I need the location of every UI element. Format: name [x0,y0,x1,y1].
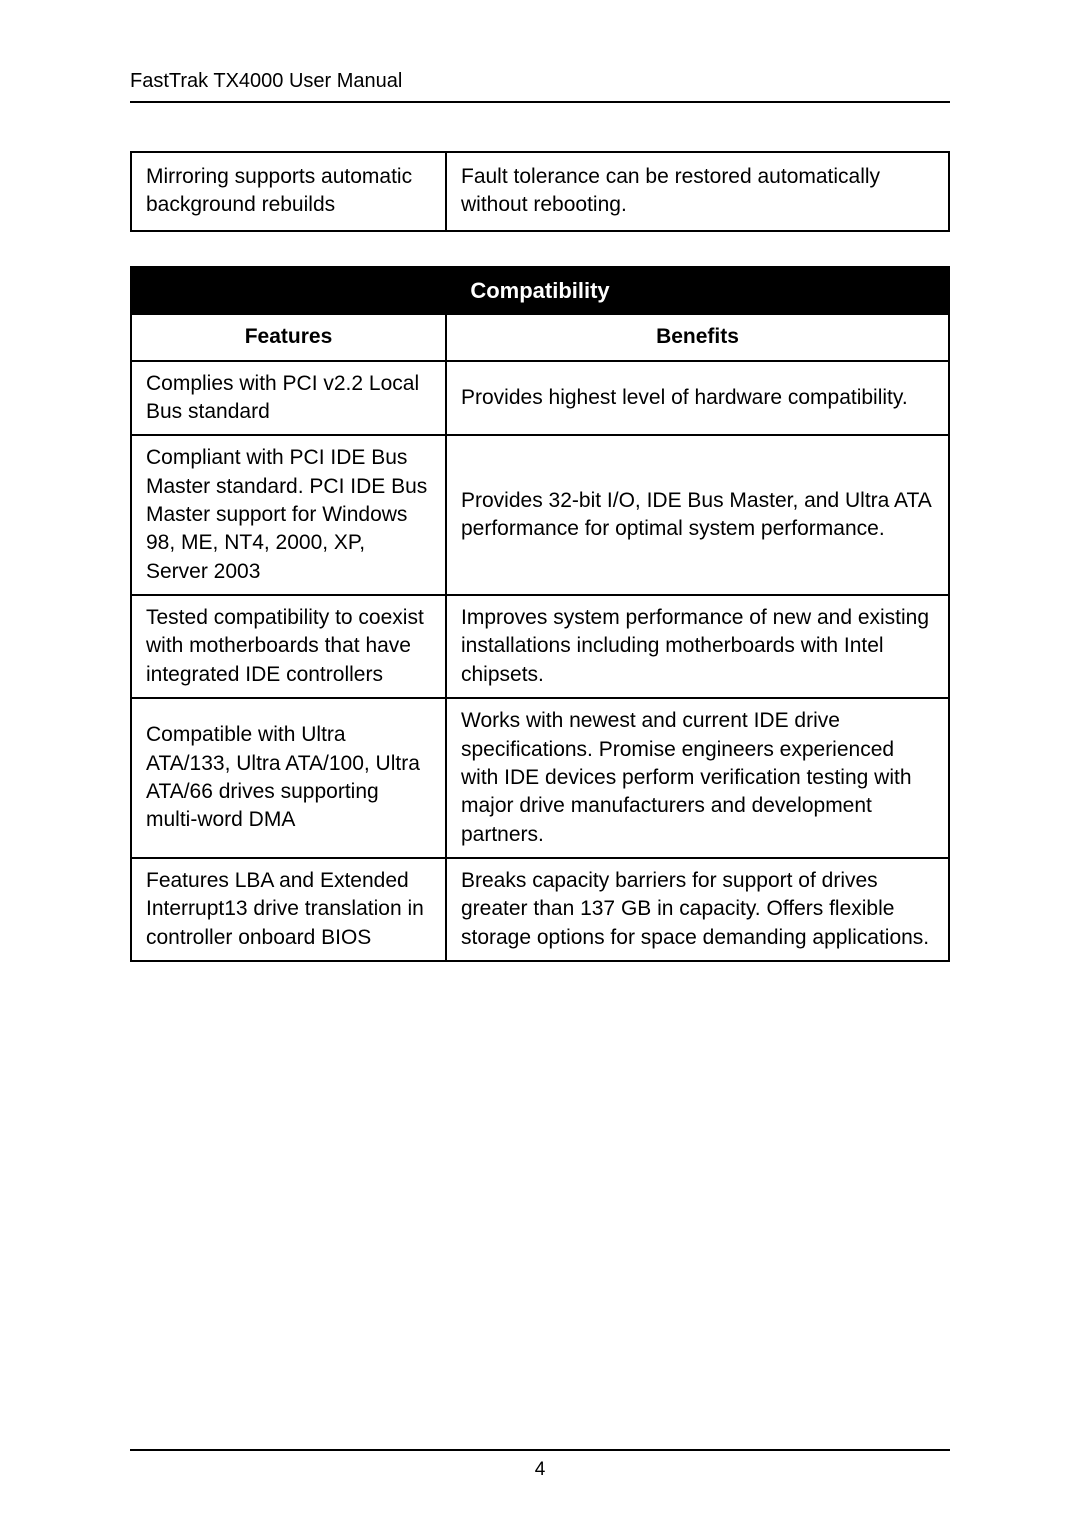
column-header-benefits: Benefits [446,314,949,360]
table-header-row: Features Benefits [131,314,949,360]
table-row: Compatible with Ultra ATA/133, Ultra ATA… [131,698,949,858]
table-title-row: Compatibility [131,267,949,315]
table-title: Compatibility [131,267,949,315]
feature-cell: Compliant with PCI IDE Bus Master standa… [131,435,446,595]
benefit-cell: Breaks capacity barriers for support of … [446,858,949,961]
feature-cell: Features LBA and Extended Interrupt13 dr… [131,858,446,961]
document-title: FastTrak TX4000 User Manual [130,70,402,92]
benefit-cell: Works with newest and current IDE drive … [446,698,949,858]
table-row: Features LBA and Extended Interrupt13 dr… [131,858,949,961]
feature-cell: Complies with PCI v2.2 Local Bus standar… [131,361,446,436]
compatibility-table: Compatibility Features Benefits Complies… [130,266,950,962]
table-row: Tested compatibility to coexist with mot… [131,595,949,698]
page-number: 4 [0,1459,1080,1481]
feature-cell: Mirroring supports automatic background … [131,152,446,231]
benefit-cell: Provides highest level of hardware compa… [446,361,949,436]
footer-rule [130,1449,950,1451]
document-header: FastTrak TX4000 User Manual [130,70,950,103]
table-row: Compliant with PCI IDE Bus Master standa… [131,435,949,595]
column-header-features: Features [131,314,446,360]
table-row: Mirroring supports automatic background … [131,152,949,231]
feature-cell: Tested compatibility to coexist with mot… [131,595,446,698]
table-row: Complies with PCI v2.2 Local Bus standar… [131,361,949,436]
feature-cell: Compatible with Ultra ATA/133, Ultra ATA… [131,698,446,858]
benefit-cell: Improves system performance of new and e… [446,595,949,698]
benefit-cell: Provides 32-bit I/O, IDE Bus Master, and… [446,435,949,595]
benefit-cell: Fault tolerance can be restored automati… [446,152,949,231]
top-table: Mirroring supports automatic background … [130,151,950,232]
